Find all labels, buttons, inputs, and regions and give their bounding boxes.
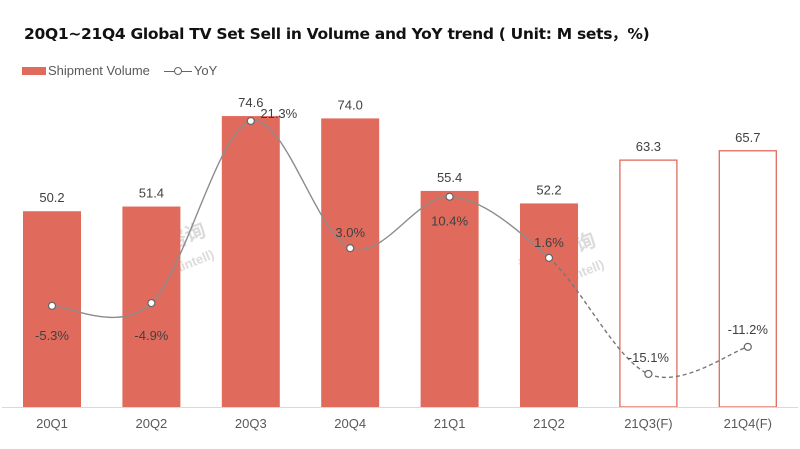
bar-21Q1	[420, 190, 479, 407]
x-tick-label: 21Q2	[533, 416, 565, 431]
yoy-value-label: 21.3%	[260, 106, 297, 121]
yoy-point	[644, 369, 653, 379]
yoy-line-segment	[250, 120, 351, 249]
yoy-line-segment	[349, 196, 450, 251]
yoy-value-label: -11.2%	[728, 322, 769, 337]
yoy-line-segment	[150, 120, 252, 304]
x-tick-label: 21Q1	[434, 416, 466, 431]
x-tick-label: 21Q4(F)	[724, 416, 772, 431]
bar-value-label: 65.7	[735, 130, 760, 145]
bar-value-label: 51.4	[139, 186, 164, 201]
bar-value-label: 55.4	[437, 170, 462, 185]
bar-21Q4(F)	[718, 150, 777, 408]
x-tick-label: 21Q3(F)	[624, 416, 672, 431]
yoy-value-label: -4.9%	[134, 328, 168, 343]
yoy-point	[246, 116, 255, 126]
yoy-point	[544, 253, 554, 262]
yoy-line-segment	[648, 346, 748, 379]
bar-value-label: 52.2	[536, 182, 561, 197]
x-tick-label: 20Q1	[36, 416, 68, 431]
x-tick-label: 20Q4	[334, 416, 366, 431]
bar-value-label: 74.0	[338, 97, 363, 112]
yoy-value-label: 10.4%	[431, 214, 468, 229]
yoy-point	[47, 301, 57, 310]
yoy-value-label: -15.1%	[628, 350, 670, 365]
yoy-point	[743, 342, 752, 351]
yoy-line-segment	[449, 196, 550, 259]
yoy-value-label: 1.6%	[534, 235, 564, 250]
bar-21Q2	[520, 203, 578, 407]
chart-title: 20Q1~21Q4 Global TV Set Sell in Volume a…	[24, 25, 650, 43]
x-tick-label: 20Q2	[135, 416, 167, 431]
yoy-value-label: -5.3%	[35, 328, 69, 343]
yoy-point	[445, 192, 454, 201]
yoy-point	[147, 298, 156, 308]
legend-swatch-shipment	[22, 66, 46, 75]
bar-20Q3	[221, 116, 280, 407]
yoy-line-segment	[51, 302, 152, 319]
bar-value-label: 74.6	[238, 95, 263, 110]
bar-value-label: 50.2	[39, 190, 64, 205]
bar-value-label: 63.3	[636, 139, 661, 154]
legend-label-shipment: Shipment Volume	[48, 63, 150, 78]
legend: Shipment Volume YoY	[22, 63, 217, 78]
x-tick-label: 20Q3	[235, 416, 267, 431]
bar-20Q4	[321, 118, 380, 408]
bar-21Q3(F)	[619, 159, 678, 408]
yoy-value-label: 3.0%	[335, 225, 365, 240]
legend-label-yoy: YoY	[193, 63, 218, 78]
legend-line-yoy-icon	[163, 66, 192, 76]
yoy-line-segment	[548, 257, 649, 375]
yoy-point	[346, 244, 355, 253]
